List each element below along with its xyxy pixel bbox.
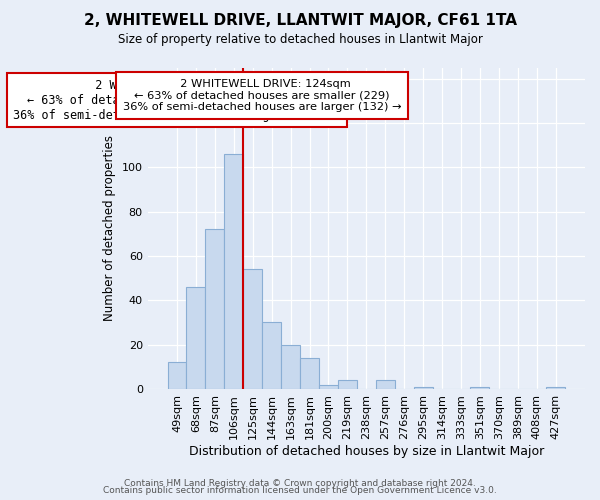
Bar <box>376 380 395 389</box>
Text: Contains public sector information licensed under the Open Government Licence v3: Contains public sector information licen… <box>103 486 497 495</box>
Bar <box>205 230 224 389</box>
Text: 2 WHITEWELL DRIVE: 124sqm
← 63% of detached houses are smaller (229)
36% of semi: 2 WHITEWELL DRIVE: 124sqm ← 63% of detac… <box>123 78 401 112</box>
Text: Size of property relative to detached houses in Llantwit Major: Size of property relative to detached ho… <box>118 32 482 46</box>
Bar <box>300 358 319 389</box>
Text: Contains HM Land Registry data © Crown copyright and database right 2024.: Contains HM Land Registry data © Crown c… <box>124 478 476 488</box>
Bar <box>243 269 262 389</box>
Bar <box>281 344 300 389</box>
Bar <box>262 322 281 389</box>
Bar <box>224 154 243 389</box>
Bar <box>319 384 338 389</box>
Bar <box>546 386 565 389</box>
Text: 2, WHITEWELL DRIVE, LLANTWIT MAJOR, CF61 1TA: 2, WHITEWELL DRIVE, LLANTWIT MAJOR, CF61… <box>83 12 517 28</box>
Text: 2 WHITEWELL DRIVE: 124sqm
← 63% of detached houses are smaller (229)
36% of semi: 2 WHITEWELL DRIVE: 124sqm ← 63% of detac… <box>13 78 341 122</box>
X-axis label: Distribution of detached houses by size in Llantwit Major: Distribution of detached houses by size … <box>189 444 544 458</box>
Bar <box>167 362 187 389</box>
Bar <box>470 386 490 389</box>
Bar <box>338 380 357 389</box>
Bar <box>187 287 205 389</box>
Y-axis label: Number of detached properties: Number of detached properties <box>103 135 116 321</box>
Bar <box>413 386 433 389</box>
